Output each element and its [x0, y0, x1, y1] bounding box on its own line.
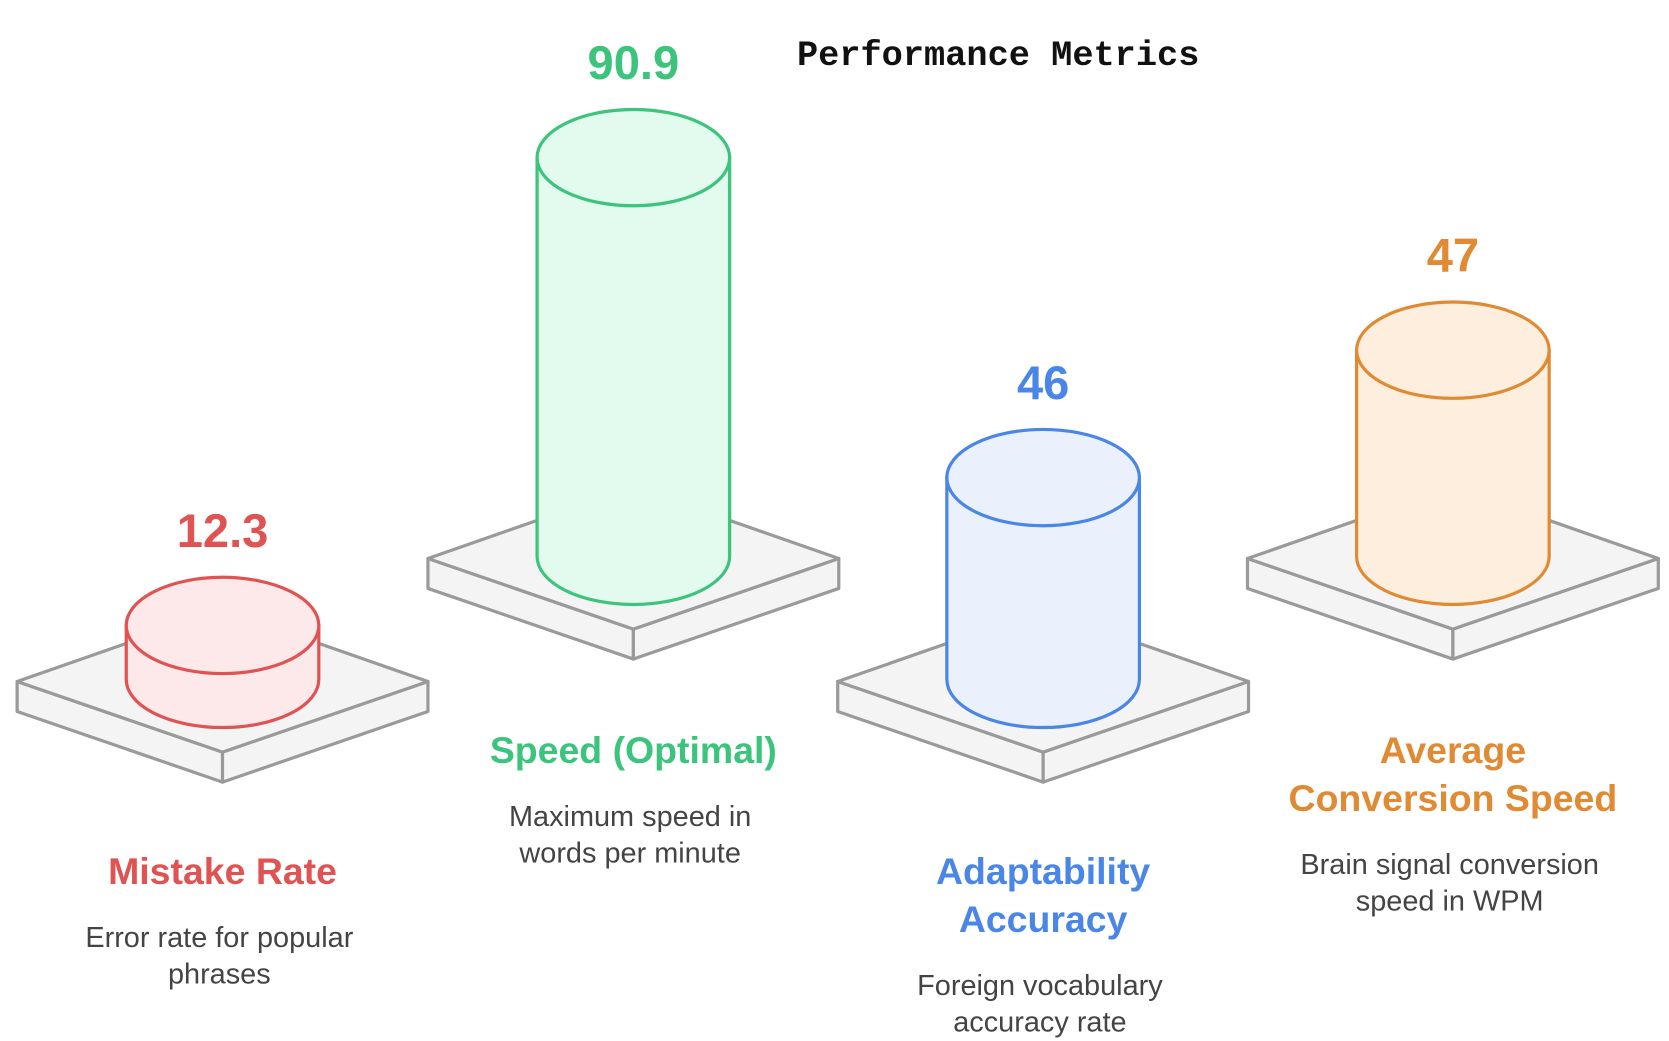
item-name: Accuracy	[959, 898, 1128, 940]
cylinder-body	[1354, 348, 1551, 607]
cylinder	[1354, 300, 1551, 607]
item-name: Average	[1380, 729, 1526, 771]
cylinder	[535, 107, 732, 607]
value-label: 12.3	[177, 504, 269, 557]
cylinder-top	[124, 575, 321, 676]
cylinder-top	[1354, 300, 1551, 400]
cylinder-top	[535, 107, 732, 208]
item-description: phrases	[168, 958, 271, 990]
item-name: Adaptability	[936, 850, 1150, 892]
item-description: accuracy rate	[953, 1006, 1126, 1038]
value-label: 90.9	[588, 36, 680, 89]
item-name: Conversion Speed	[1289, 777, 1618, 819]
cylinder-body	[945, 475, 1142, 730]
item-name: Speed (Optimal)	[490, 729, 777, 771]
cylinder-body	[535, 156, 732, 607]
cylinder	[124, 575, 321, 730]
item-description: Brain signal conversion	[1300, 849, 1599, 881]
item-description: words per minute	[518, 837, 740, 869]
cylinder-top	[945, 427, 1142, 528]
cylinder	[945, 427, 1142, 730]
item-description: speed in WPM	[1356, 886, 1544, 918]
chart-title: Performance Metrics	[797, 36, 1199, 76]
value-label: 47	[1427, 229, 1479, 282]
value-label: 46	[1017, 356, 1069, 409]
item-name: Mistake Rate	[108, 850, 337, 892]
item-description: Maximum speed in	[509, 801, 751, 833]
item-description: Foreign vocabulary	[917, 970, 1163, 1002]
item-description: Error rate for popular	[85, 922, 353, 954]
